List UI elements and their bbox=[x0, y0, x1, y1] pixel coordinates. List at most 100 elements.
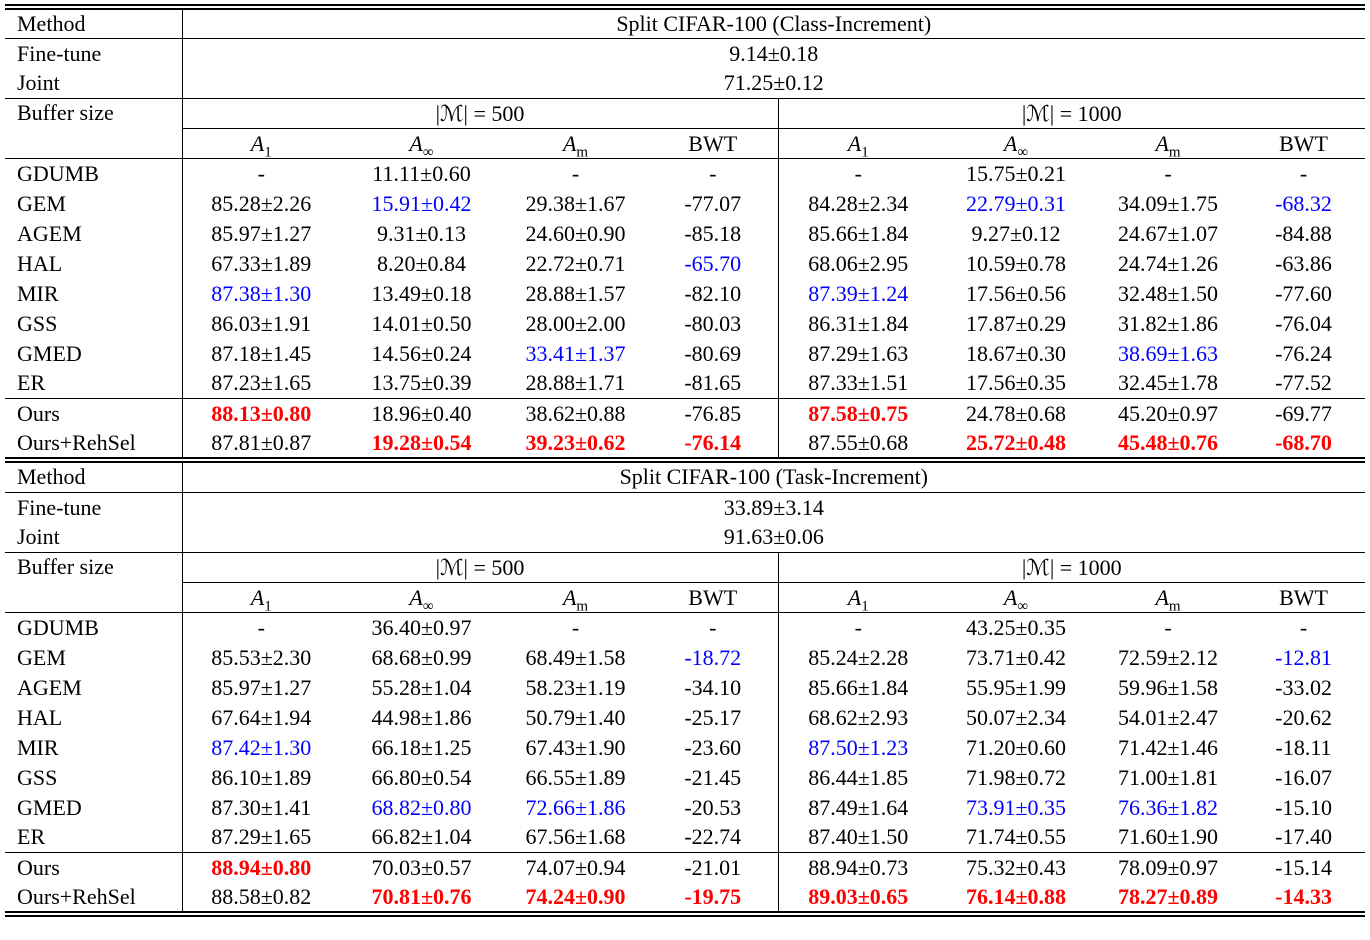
table-row: MIR 87.38±1.30 13.49±0.18 28.88±1.57 -82.10 8… bbox=[5, 278, 1365, 309]
value-cell: -84.88 bbox=[1275, 220, 1332, 246]
section-title: Split CIFAR-100 (Class-Increment) bbox=[182, 7, 1366, 39]
table-row: Ours 88.13±0.80 18.96±0.40 38.62±0.88 -76.85… bbox=[5, 398, 1365, 429]
method-name: AGEM bbox=[5, 218, 183, 249]
value-cell: 71.60±1.90 bbox=[1094, 822, 1242, 853]
value-cell: 71.98±0.72 bbox=[965, 764, 1067, 790]
metric-header-row: A1 A∞ Am BWT A1 A∞ Am BWT bbox=[5, 582, 1366, 613]
value-cell: -23.60 bbox=[648, 732, 779, 763]
value-cell: 28.00±2.00 bbox=[525, 310, 626, 336]
finetune-row: Fine-tune 9.14±0.18 bbox=[5, 38, 1365, 69]
value-cell: 88.58±0.82 bbox=[211, 883, 312, 909]
value-cell: -63.86 bbox=[1275, 250, 1332, 276]
value-cell: 38.69±1.63 bbox=[1117, 340, 1219, 366]
table-row: GSS 86.10±1.89 66.80±0.54 66.55±1.89 -21.45 8… bbox=[5, 762, 1365, 793]
table-row: GMED 87.18±1.45 14.56±0.24 33.41±1.37 -80.69… bbox=[5, 338, 1365, 369]
value-cell: 70.03±0.57 bbox=[371, 854, 472, 880]
method-name: Ours bbox=[5, 398, 183, 429]
value-cell: 85.66±1.84 bbox=[808, 220, 909, 246]
table-row: Ours 88.94±0.80 70.03±0.57 74.07±0.94 -21.01… bbox=[5, 852, 1365, 883]
value-cell: -17.40 bbox=[1242, 822, 1366, 853]
method-name: GEM bbox=[5, 188, 183, 219]
value-cell: 32.45±1.78 bbox=[1094, 368, 1242, 399]
value-cell: 24.67±1.07 bbox=[1117, 220, 1219, 246]
results-table-task-increment: Method Split CIFAR-100 (Task-Increment) … bbox=[5, 462, 1366, 917]
value-cell: 36.40±0.97 bbox=[371, 614, 472, 640]
value-cell: 66.82±1.04 bbox=[340, 822, 503, 853]
buffer-size-label: Buffer size bbox=[5, 98, 183, 159]
metric-header: BWT bbox=[1242, 582, 1366, 613]
value-cell: 68.82±0.80 bbox=[371, 794, 472, 820]
method-name: AGEM bbox=[5, 672, 183, 703]
value-cell: 19.28±0.54 bbox=[371, 429, 472, 455]
value-cell: 68.06±2.95 bbox=[808, 250, 909, 276]
value-cell: 85.66±1.84 bbox=[808, 674, 909, 700]
finetune-value: 9.14±0.18 bbox=[729, 40, 819, 66]
value-cell: 87.81±0.87 bbox=[211, 429, 312, 455]
value-cell: 88.13±0.80 bbox=[211, 400, 312, 426]
value-cell: 71.00±1.81 bbox=[1117, 764, 1219, 790]
buffer-row: Buffer size |ℳ| = 500 |ℳ| = 1000 bbox=[5, 552, 1366, 613]
value-cell: 31.82±1.86 bbox=[1117, 310, 1219, 336]
buffer-row: Buffer size |ℳ| = 500 |ℳ| = 1000 bbox=[5, 98, 1366, 159]
value-cell: 17.56±0.35 bbox=[938, 368, 1094, 399]
value-cell: 54.01±2.47 bbox=[1117, 704, 1219, 730]
value-cell: 87.29±1.65 bbox=[182, 822, 340, 853]
method-name: HAL bbox=[5, 702, 183, 733]
value-cell: 32.48±1.50 bbox=[1117, 280, 1219, 306]
value-cell: -18.72 bbox=[648, 642, 779, 673]
value-cell: - bbox=[1299, 160, 1308, 186]
value-cell: 34.09±1.75 bbox=[1117, 190, 1219, 216]
value-cell: -34.10 bbox=[648, 672, 779, 703]
value-cell: -85.18 bbox=[648, 218, 779, 249]
value-cell: - bbox=[257, 160, 265, 186]
value-cell: 13.75±0.39 bbox=[340, 368, 503, 399]
value-cell: - bbox=[571, 614, 580, 640]
method-name: GSS bbox=[5, 308, 183, 339]
value-cell: -20.62 bbox=[1275, 704, 1332, 730]
value-cell: 24.60±0.90 bbox=[525, 220, 626, 246]
title-row: Method Split CIFAR-100 (Class-Increment) bbox=[5, 7, 1366, 39]
metric-header-row: A1 A∞ Am BWT A1 A∞ Am BWT bbox=[5, 128, 1366, 159]
value-cell: 55.95±1.99 bbox=[965, 674, 1067, 700]
method-column-header: Method bbox=[5, 7, 183, 39]
value-cell: 11.11±0.60 bbox=[372, 160, 471, 186]
value-cell: 74.24±0.90 bbox=[525, 883, 626, 909]
value-cell: 87.49±1.64 bbox=[808, 794, 909, 820]
value-cell: 68.62±2.93 bbox=[808, 704, 909, 730]
metric-header: BWT bbox=[1242, 128, 1366, 159]
table-row: GDUMB - 36.40±0.97 - - - 43.25±0.35 - - bbox=[5, 612, 1365, 643]
value-cell: - bbox=[257, 614, 265, 640]
metric-header: Am bbox=[503, 582, 648, 613]
value-cell: 76.14±0.88 bbox=[965, 883, 1067, 909]
value-cell: -14.33 bbox=[1275, 883, 1332, 909]
method-name: GDUMB bbox=[5, 612, 183, 643]
value-cell: 87.38±1.30 bbox=[211, 280, 312, 306]
value-cell: -77.07 bbox=[648, 188, 779, 219]
value-cell: 85.97±1.27 bbox=[211, 220, 312, 246]
value-cell: 87.18±1.45 bbox=[211, 340, 312, 366]
value-cell: -76.04 bbox=[1275, 310, 1332, 336]
value-cell: 24.78±0.68 bbox=[965, 400, 1067, 426]
value-cell: -76.85 bbox=[648, 398, 779, 429]
value-cell: -69.77 bbox=[1275, 400, 1332, 426]
title-row: Method Split CIFAR-100 (Task-Increment) bbox=[5, 462, 1366, 493]
value-cell: 50.79±1.40 bbox=[525, 704, 626, 730]
value-cell: -65.70 bbox=[648, 248, 779, 279]
joint-value: 91.63±0.06 bbox=[182, 522, 1366, 553]
method-name: GSS bbox=[5, 762, 183, 793]
value-cell: 87.55±0.68 bbox=[808, 429, 909, 455]
metric-header: A∞ bbox=[938, 582, 1094, 613]
table-row: GEM 85.28±2.26 15.91±0.42 29.38±1.67 -77.07 8… bbox=[5, 188, 1365, 219]
value-cell: - bbox=[571, 160, 580, 186]
value-cell: 14.56±0.24 bbox=[371, 340, 472, 366]
value-cell: 88.94±0.73 bbox=[808, 854, 909, 880]
value-cell: - bbox=[1164, 614, 1172, 640]
value-cell: 13.49±0.18 bbox=[371, 280, 472, 306]
metric-header: A∞ bbox=[340, 128, 503, 159]
value-cell: - bbox=[854, 160, 862, 186]
table-row: ER 87.23±1.65 13.75±0.39 28.88±1.71 -81.65 87… bbox=[5, 368, 1366, 399]
finetune-label: Fine-tune bbox=[5, 492, 183, 523]
value-cell: -21.45 bbox=[648, 762, 779, 793]
value-cell: 88.94±0.80 bbox=[211, 854, 312, 880]
table-row: Ours+RehSel 87.81±0.87 19.28±0.54 39.23±0.6… bbox=[5, 428, 1365, 460]
